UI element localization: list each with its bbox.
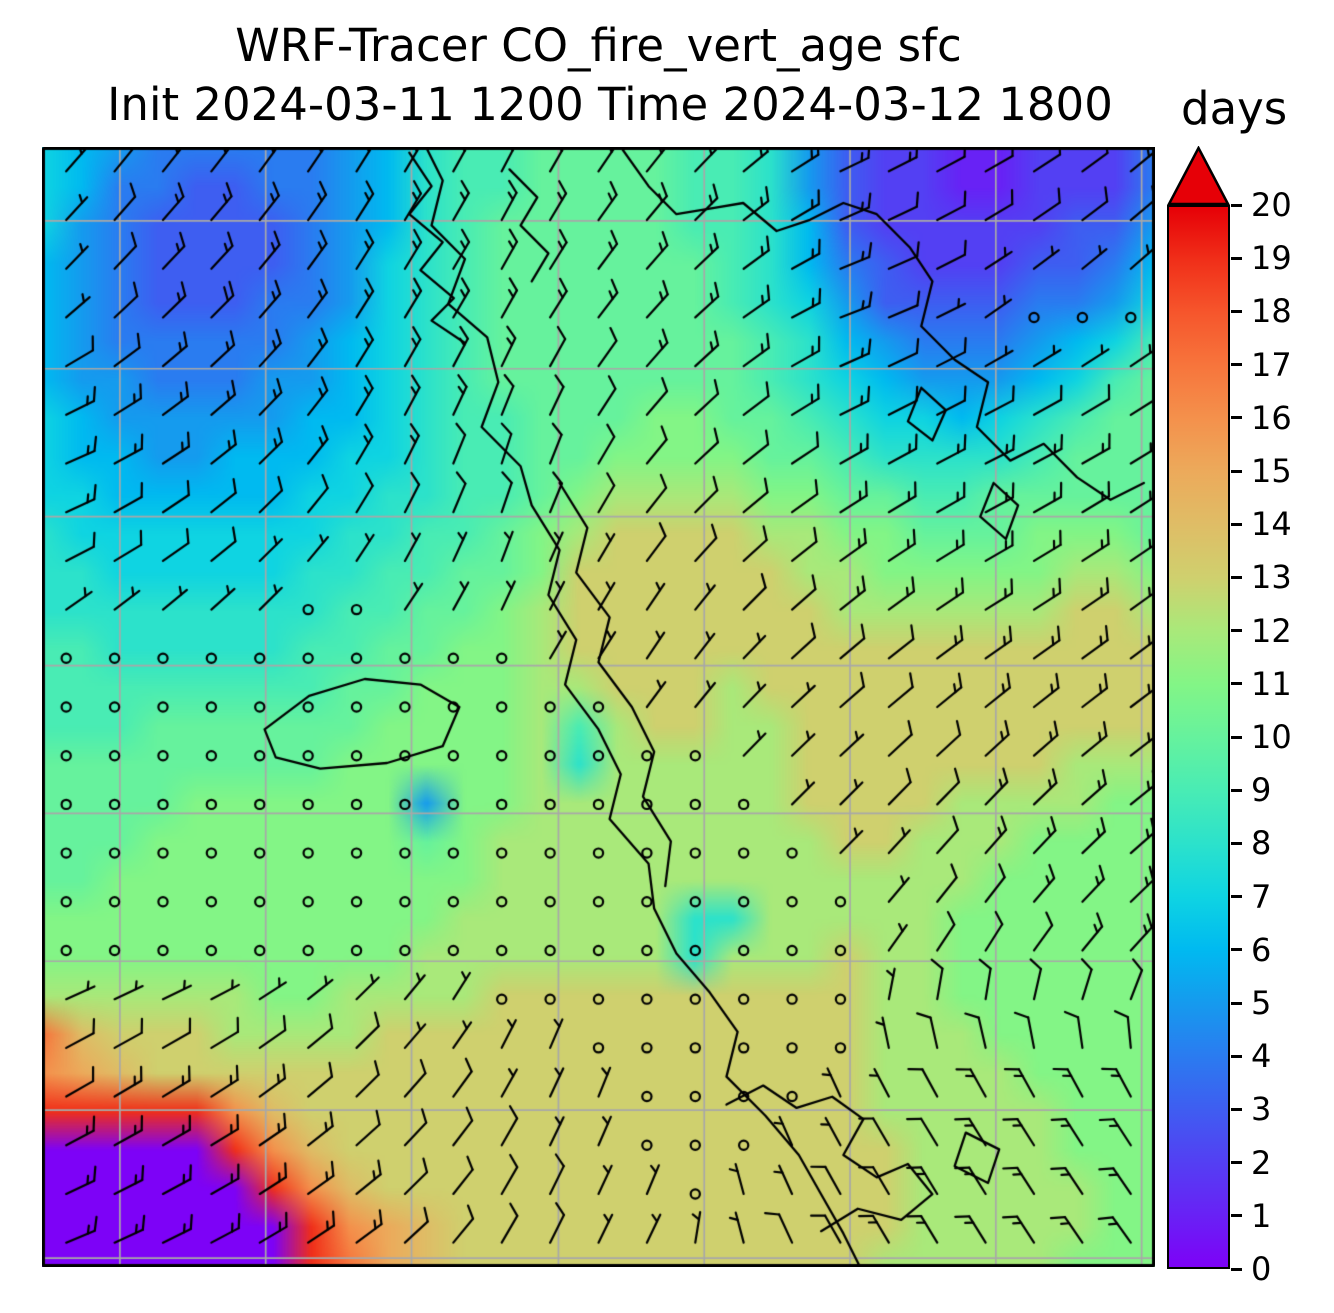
colorbar-tick-mark <box>1231 416 1242 420</box>
colorbar-tick-mark <box>1231 1214 1242 1218</box>
colorbar-tick-mark <box>1231 788 1242 792</box>
colorbar-tick-mark <box>1231 682 1242 686</box>
colorbar-tick-label: 4 <box>1251 1037 1272 1076</box>
colorbar-tick-label: 7 <box>1251 877 1272 916</box>
colorbar-tick-label: 17 <box>1251 345 1292 384</box>
colorbar-tick: 13 <box>1231 561 1292 593</box>
colorbar-tick: 19 <box>1231 242 1292 274</box>
colorbar-tick-label: 11 <box>1251 664 1292 703</box>
colorbar-tick: 15 <box>1231 455 1292 487</box>
colorbar-tick-label: 0 <box>1251 1250 1272 1288</box>
figure-title: WRF-Tracer CO_fire_vert_age sfc <box>235 19 962 72</box>
colorbar-tick-label: 13 <box>1251 558 1292 597</box>
figure-subtitle: Init 2024-03-11 1200 Time 2024-03-12 180… <box>107 78 1113 131</box>
colorbar-tick: 11 <box>1231 668 1292 700</box>
colorbar-tick-mark <box>1231 841 1242 845</box>
colorbar-tick-label: 1 <box>1251 1196 1272 1235</box>
colorbar-tick-mark <box>1231 1054 1242 1058</box>
colorbar-tick-mark <box>1231 469 1242 473</box>
colorbar-tick-mark <box>1231 363 1242 367</box>
colorbar-gradient <box>1167 205 1230 1269</box>
colorbar-tick: 3 <box>1231 1093 1271 1125</box>
colorbar-tick-label: 19 <box>1251 239 1292 278</box>
colorbar-tick-label: 5 <box>1251 984 1272 1022</box>
colorbar-tick-label: 14 <box>1251 505 1292 544</box>
colorbar-tick: 7 <box>1231 881 1271 913</box>
colorbar-tick-label: 6 <box>1251 930 1272 969</box>
colorbar-tick-mark <box>1231 948 1242 952</box>
colorbar-tick-mark <box>1231 203 1242 207</box>
colorbar-tick-label: 20 <box>1251 186 1292 224</box>
colorbar-extend-arrow-icon <box>1167 146 1230 206</box>
colorbar-tick-label: 18 <box>1251 292 1292 331</box>
colorbar-tick: 9 <box>1231 774 1271 806</box>
colorbar-tick-label: 12 <box>1251 611 1292 650</box>
colorbar-tick: 4 <box>1231 1040 1271 1072</box>
colorbar-tick: 14 <box>1231 508 1292 540</box>
colorbar-tick-mark <box>1231 1267 1242 1271</box>
colorbar-tick-label: 9 <box>1251 771 1272 810</box>
colorbar-tick: 6 <box>1231 934 1271 966</box>
colorbar-tick: 10 <box>1231 721 1292 753</box>
colorbar-tick-label: 8 <box>1251 824 1272 863</box>
colorbar-tick: 16 <box>1231 402 1292 434</box>
colorbar-tick-label: 10 <box>1251 718 1292 756</box>
colorbar-tick: 12 <box>1231 615 1292 647</box>
colorbar-tick-label: 15 <box>1251 452 1292 490</box>
colorbar-tick: 18 <box>1231 295 1292 327</box>
map-canvas <box>42 147 1155 1267</box>
colorbar-unit-label: days <box>1181 82 1288 135</box>
colorbar-tick-mark <box>1231 895 1242 899</box>
colorbar-ticks: 0 1 2 3 4 5 6 7 8 9 10 11 12 13 14 15 16 17 18 19 20 <box>1231 189 1334 1285</box>
colorbar-tick-mark <box>1231 1001 1242 1005</box>
colorbar-tick: 1 <box>1231 1200 1271 1232</box>
colorbar-tick-mark <box>1231 1107 1242 1111</box>
colorbar-tick-mark <box>1231 629 1242 633</box>
colorbar-tick-mark <box>1231 1161 1242 1165</box>
colorbar-tick-mark <box>1231 309 1242 313</box>
colorbar-tick: 2 <box>1231 1147 1271 1179</box>
colorbar-tick-label: 3 <box>1251 1090 1272 1129</box>
colorbar-tick-mark <box>1231 522 1242 526</box>
colorbar-tick: 8 <box>1231 827 1271 859</box>
colorbar-tick-label: 16 <box>1251 398 1292 437</box>
colorbar-tick: 20 <box>1231 189 1292 221</box>
colorbar-tick-mark <box>1231 575 1242 579</box>
colorbar-tick: 0 <box>1231 1253 1271 1285</box>
colorbar-tick: 5 <box>1231 987 1271 1019</box>
colorbar-tick-mark <box>1231 256 1242 260</box>
colorbar-tick-mark <box>1231 735 1242 739</box>
colorbar-tick: 17 <box>1231 349 1292 381</box>
colorbar-tick-label: 2 <box>1251 1143 1272 1182</box>
